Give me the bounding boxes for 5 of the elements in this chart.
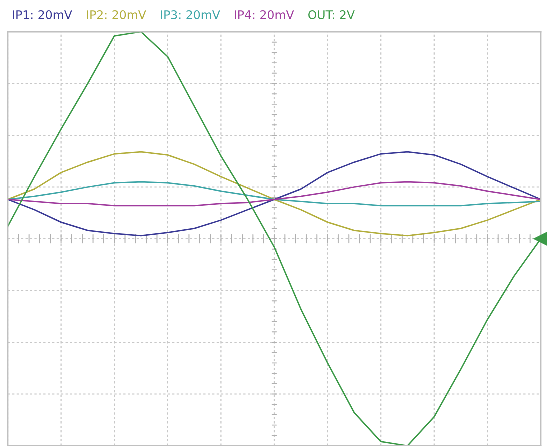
text: IP3: 20mV	[161, 10, 220, 20]
text: IP2: 20mV	[87, 10, 146, 20]
text: OUT: 2V	[308, 10, 355, 20]
text: IP1: 20mV	[13, 10, 72, 20]
text: IP4: 20mV	[235, 10, 294, 20]
